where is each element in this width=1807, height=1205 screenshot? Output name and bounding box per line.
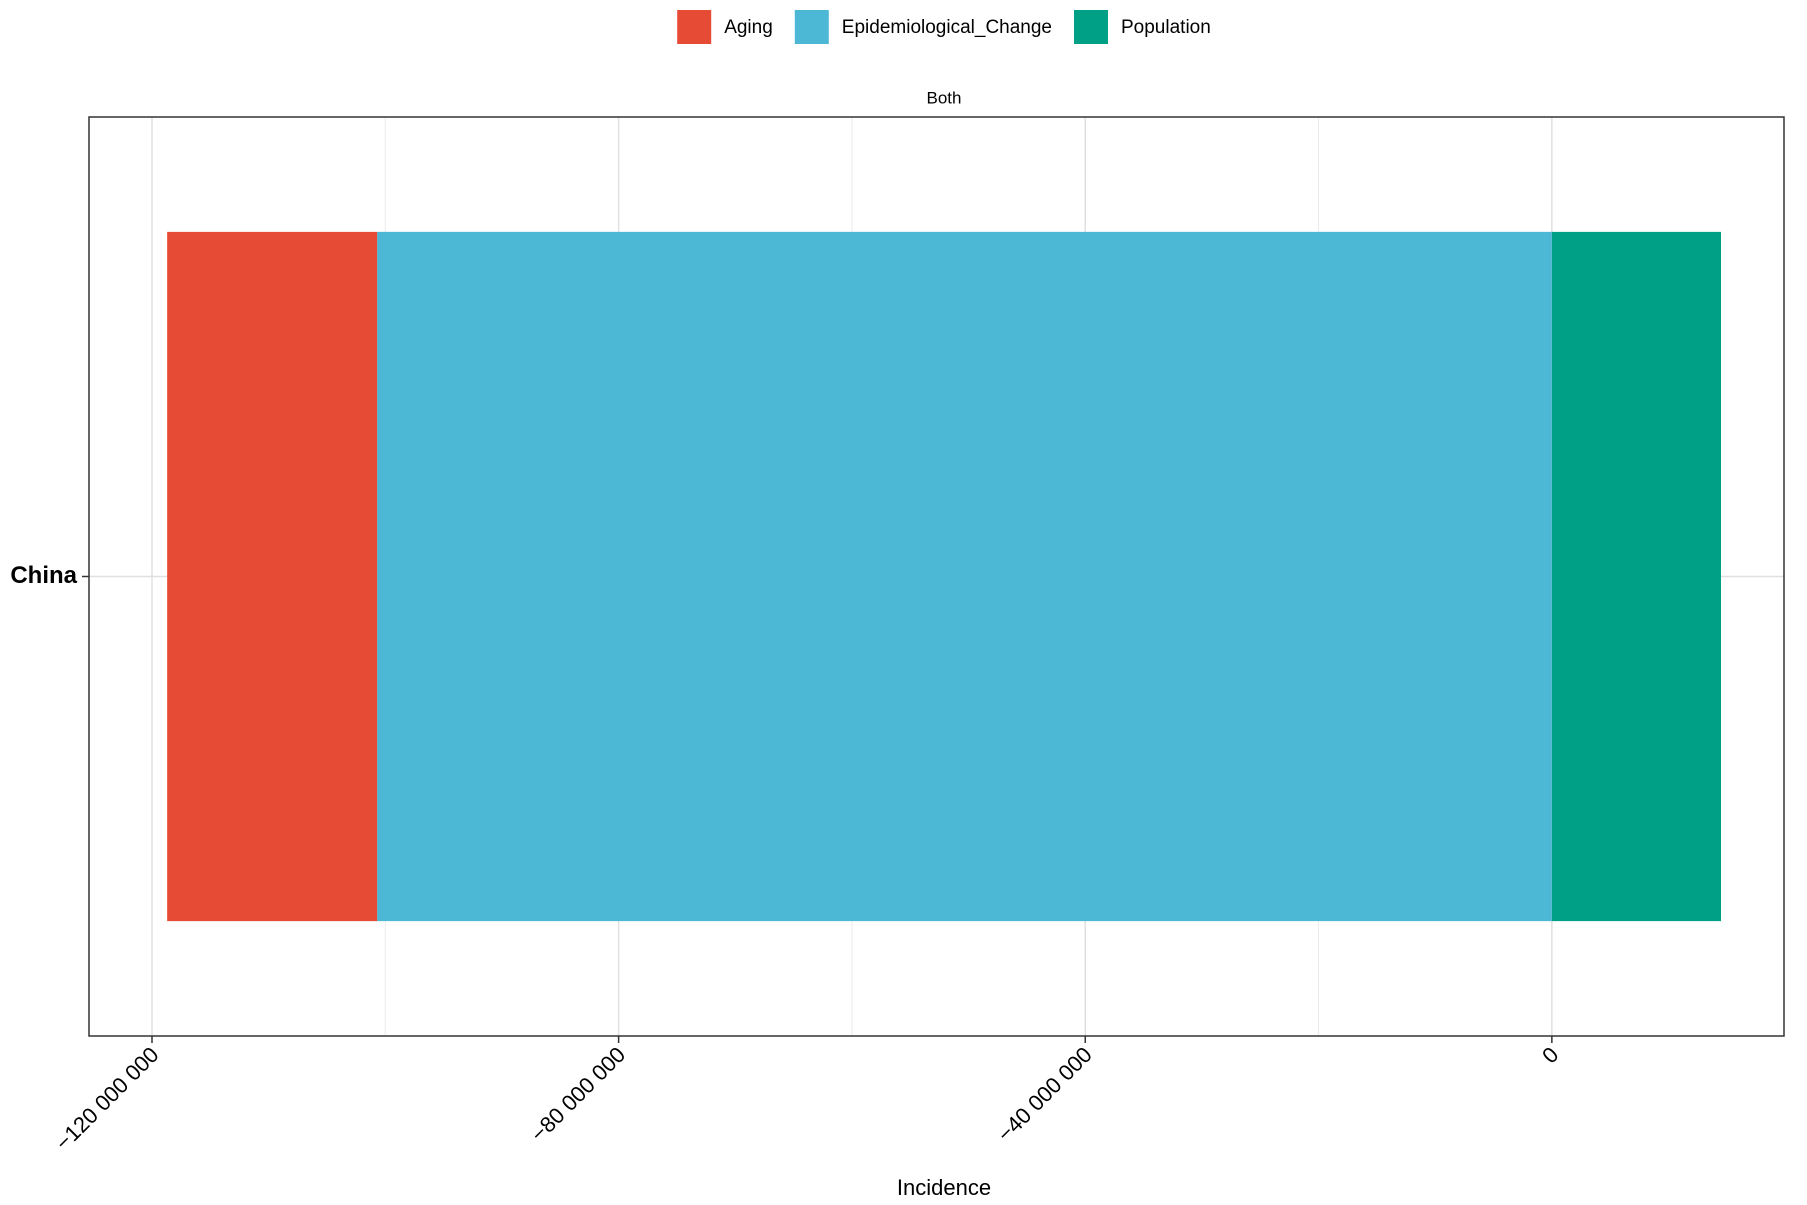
legend-swatch (677, 10, 712, 44)
legend-label: Epidemiological_Change (842, 17, 1052, 38)
x-tick-label: 0 (1537, 1042, 1563, 1068)
legend-label: Aging (724, 17, 773, 38)
x-axis-title: Incidence (897, 1175, 991, 1200)
x-tick-label: −40 000 000 (992, 1042, 1097, 1147)
facet-label: Both (927, 88, 962, 107)
x-tick-label: −80 000 000 (526, 1042, 631, 1147)
bar-segment (377, 231, 1552, 922)
panel-border (88, 116, 1785, 1037)
legend-swatch (1074, 10, 1109, 44)
legend-swatch (794, 10, 829, 44)
bar-segment (167, 231, 378, 922)
bar-segment (1551, 231, 1722, 922)
y-tick-label: China (10, 562, 77, 589)
x-tick-label: −120 000 000 (50, 1042, 163, 1155)
legend-label: Population (1121, 17, 1211, 38)
